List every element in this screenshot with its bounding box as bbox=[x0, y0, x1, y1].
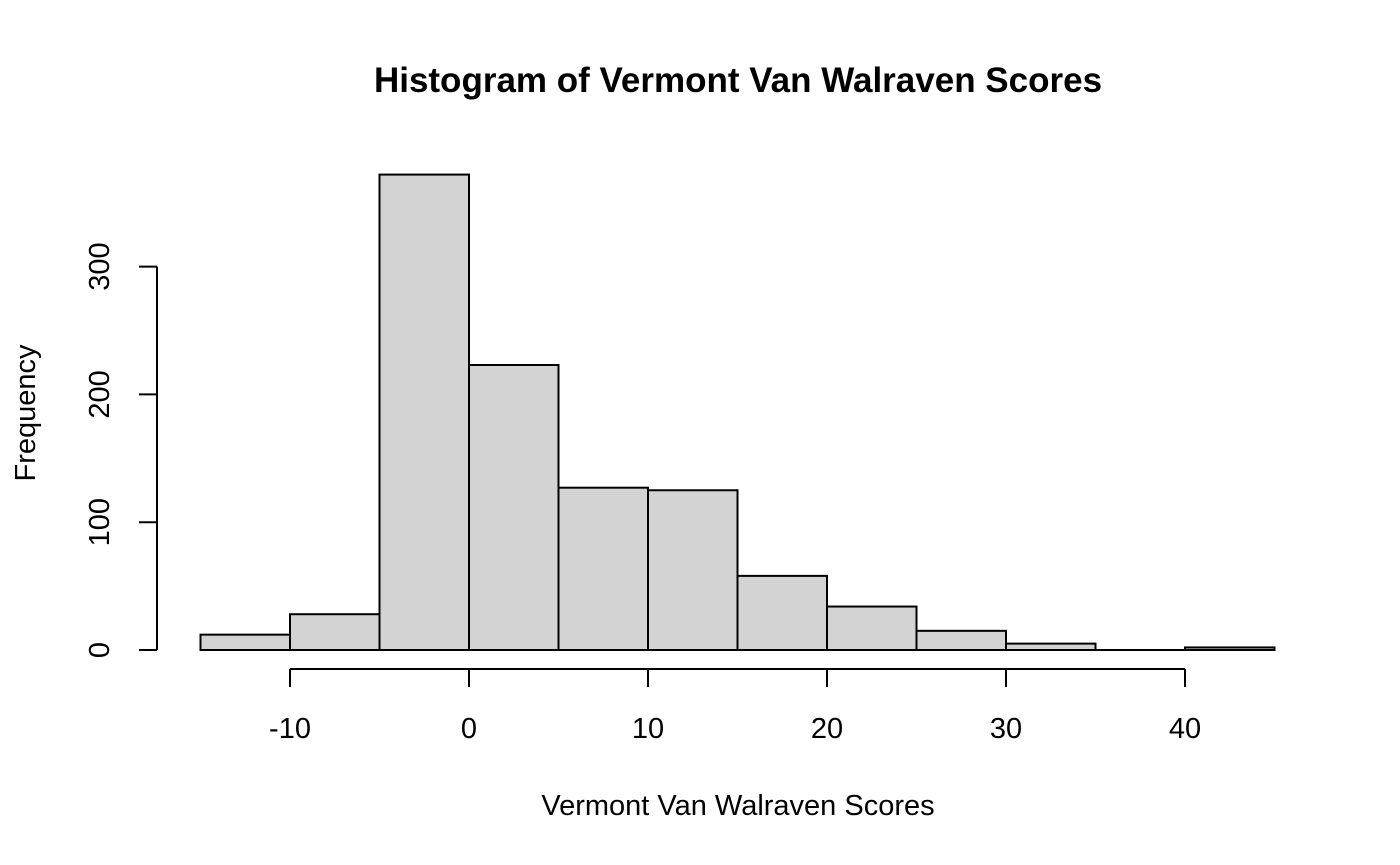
y-tick-label: 300 bbox=[84, 242, 116, 290]
x-tick-label: 30 bbox=[990, 713, 1022, 745]
x-tick-label: 40 bbox=[1169, 713, 1201, 745]
x-tick-label: -10 bbox=[269, 713, 311, 745]
y-tick-label: 0 bbox=[84, 642, 116, 658]
y-axis-label: Frequency bbox=[10, 344, 42, 482]
chart-title: Histogram of Vermont Van Walraven Scores bbox=[374, 61, 1102, 100]
histogram-bar bbox=[647, 489, 739, 651]
y-tick-label: 200 bbox=[84, 370, 116, 418]
x-tick-label: 0 bbox=[461, 713, 477, 745]
x-tick-label: 20 bbox=[811, 713, 843, 745]
histogram-bar bbox=[736, 574, 828, 651]
histogram-bar bbox=[1005, 642, 1097, 651]
histogram-bar bbox=[557, 486, 649, 651]
histogram-bar bbox=[915, 629, 1007, 652]
histogram-bar bbox=[199, 633, 291, 652]
x-axis-label: Vermont Van Walraven Scores bbox=[541, 790, 934, 822]
histogram-bar bbox=[1184, 646, 1276, 651]
histogram-bar bbox=[826, 605, 918, 651]
x-axis: -10 0 10 20 30 40 bbox=[269, 668, 1201, 745]
histogram-bar bbox=[289, 613, 381, 652]
y-tick-label: 100 bbox=[84, 498, 116, 546]
histogram-bar bbox=[378, 173, 470, 651]
bars-group bbox=[199, 173, 1276, 652]
histogram-bar bbox=[468, 364, 560, 651]
y-axis: 0 100 200 300 bbox=[84, 242, 158, 658]
x-tick-label: 10 bbox=[632, 713, 664, 745]
